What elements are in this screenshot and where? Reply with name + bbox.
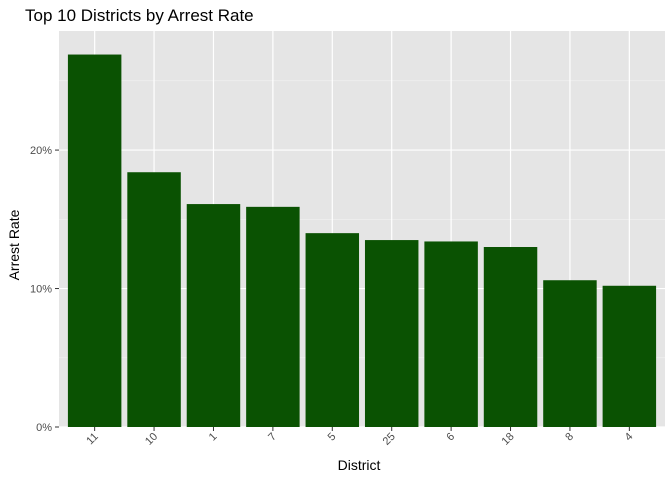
y-tick-label: 20% [30, 145, 52, 157]
x-tick-label: 7 [266, 431, 279, 444]
x-tick-label: 10 [143, 431, 160, 448]
bar-district-1 [186, 204, 241, 427]
x-tick-label: 5 [326, 431, 339, 444]
x-tick-label: 11 [84, 431, 101, 448]
y-tick-label: 10% [30, 284, 52, 296]
bar-district-8 [543, 280, 597, 427]
x-axis: 11 10 1 7 5 25 6 18 8 4 [84, 427, 635, 448]
bar-district-7 [246, 206, 300, 427]
x-axis-title: District [338, 457, 381, 473]
y-axis-title: Arrest Rate [6, 209, 22, 280]
bar-district-4 [602, 285, 657, 427]
bar-district-6 [424, 241, 478, 427]
x-tick-label: 25 [381, 431, 398, 448]
x-tick-label: 1 [207, 431, 220, 444]
y-tick-label: 0% [36, 422, 52, 434]
x-tick-label: 6 [444, 431, 457, 444]
y-axis: 0% 10% 20% [30, 145, 59, 434]
bar-district-11 [67, 54, 122, 428]
x-tick-label: 18 [500, 431, 517, 448]
chart-title: Top 10 Districts by Arrest Rate [25, 6, 254, 25]
bars [67, 54, 657, 428]
bar-district-25 [364, 240, 419, 427]
bar-district-10 [127, 172, 181, 427]
x-tick-label: 4 [623, 431, 636, 444]
bar-district-5 [305, 233, 360, 427]
x-tick-label: 8 [563, 431, 576, 444]
bar-district-18 [483, 247, 538, 427]
